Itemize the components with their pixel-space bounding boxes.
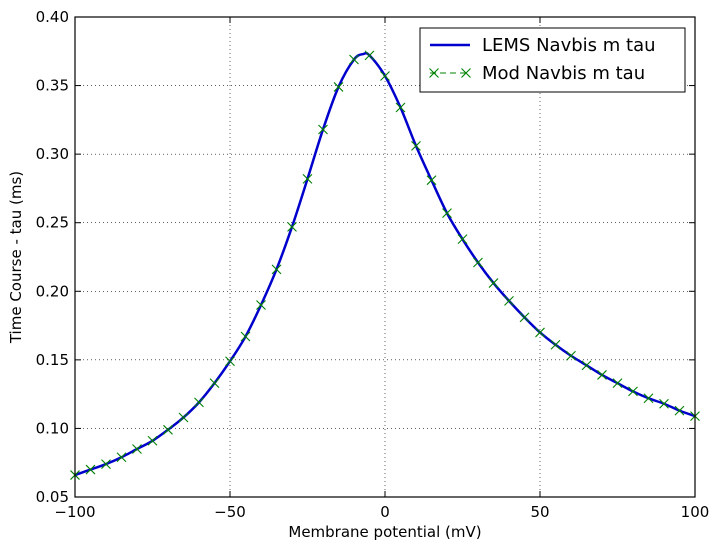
data-point-mod <box>597 370 607 380</box>
data-point-mod <box>349 54 359 65</box>
data-point-mod <box>318 124 328 135</box>
data-point-mod <box>364 50 375 61</box>
data-point-mod <box>504 295 514 306</box>
data-point-mod <box>581 360 592 371</box>
y-tick-label: 0.05 <box>36 488 69 506</box>
data-point-mod <box>457 234 468 245</box>
legend-marker-mod <box>461 68 471 78</box>
legend-markers-mod <box>429 68 471 78</box>
legend-label-lems: LEMS Navbis m tau <box>482 35 656 56</box>
legend-marker-mod <box>429 68 439 78</box>
data-point-mod <box>132 444 142 454</box>
data-point-mod <box>116 452 127 463</box>
x-tick-label: 50 <box>530 503 549 521</box>
data-point-mod <box>85 464 96 475</box>
axis-ticks: −100 −50 0 50 100 0.05 0.10 0.15 0.20 0.25 0.30 0.3… <box>36 8 710 521</box>
x-tick-label: 100 <box>681 503 710 521</box>
data-point-mod <box>287 221 297 232</box>
data-point-mod <box>488 278 499 288</box>
y-tick-label: 0.25 <box>36 214 69 232</box>
data-point-mod <box>411 141 421 151</box>
data-point-mod <box>612 378 623 389</box>
data-point-mod <box>194 397 204 408</box>
data-point-mod <box>256 300 266 310</box>
data-point-mod <box>395 102 406 113</box>
data-point-mod <box>519 312 530 323</box>
data-point-mod <box>674 405 685 416</box>
data-point-mod <box>302 173 313 184</box>
x-tick-label: −100 <box>54 503 95 521</box>
y-tick-label: 0.15 <box>36 351 69 369</box>
y-axis-label: Time Course - tau (ms) <box>7 171 25 344</box>
data-point-mod <box>225 356 235 367</box>
y-tick-label: 0.10 <box>36 419 69 437</box>
data-point-mod <box>380 71 390 81</box>
x-axis-label: Membrane potential (mV) <box>288 523 481 541</box>
data-point-mod <box>473 257 483 268</box>
legend: LEMS Navbis m tau Mod Navbis m tau <box>419 27 686 93</box>
data-point-mod <box>271 264 282 275</box>
data-point-mod <box>426 175 437 186</box>
data-point-mod <box>659 398 669 409</box>
legend-label-mod: Mod Navbis m tau <box>482 63 645 84</box>
data-point-mod <box>101 459 111 469</box>
legend-box <box>419 27 686 93</box>
data-point-mod <box>550 339 561 350</box>
x-tick-label: −50 <box>214 503 246 521</box>
data-point-mod <box>566 350 576 361</box>
data-point-mod <box>178 412 189 423</box>
data-point-mod <box>147 435 158 446</box>
data-point-mod <box>628 386 638 397</box>
data-point-mod <box>643 393 654 404</box>
data-point-mod <box>240 331 251 342</box>
x-tick-label: 0 <box>380 503 390 521</box>
data-point-mod <box>209 378 220 389</box>
plot-series <box>70 50 700 480</box>
y-tick-label: 0.30 <box>36 145 69 163</box>
data-point-mod <box>442 208 452 219</box>
data-point-mod <box>535 327 545 338</box>
y-tick-label: 0.40 <box>36 8 69 26</box>
data-point-mod <box>163 424 173 435</box>
y-tick-label: 0.35 <box>36 77 69 95</box>
y-tick-label: 0.20 <box>36 282 69 300</box>
data-point-mod <box>333 82 344 92</box>
